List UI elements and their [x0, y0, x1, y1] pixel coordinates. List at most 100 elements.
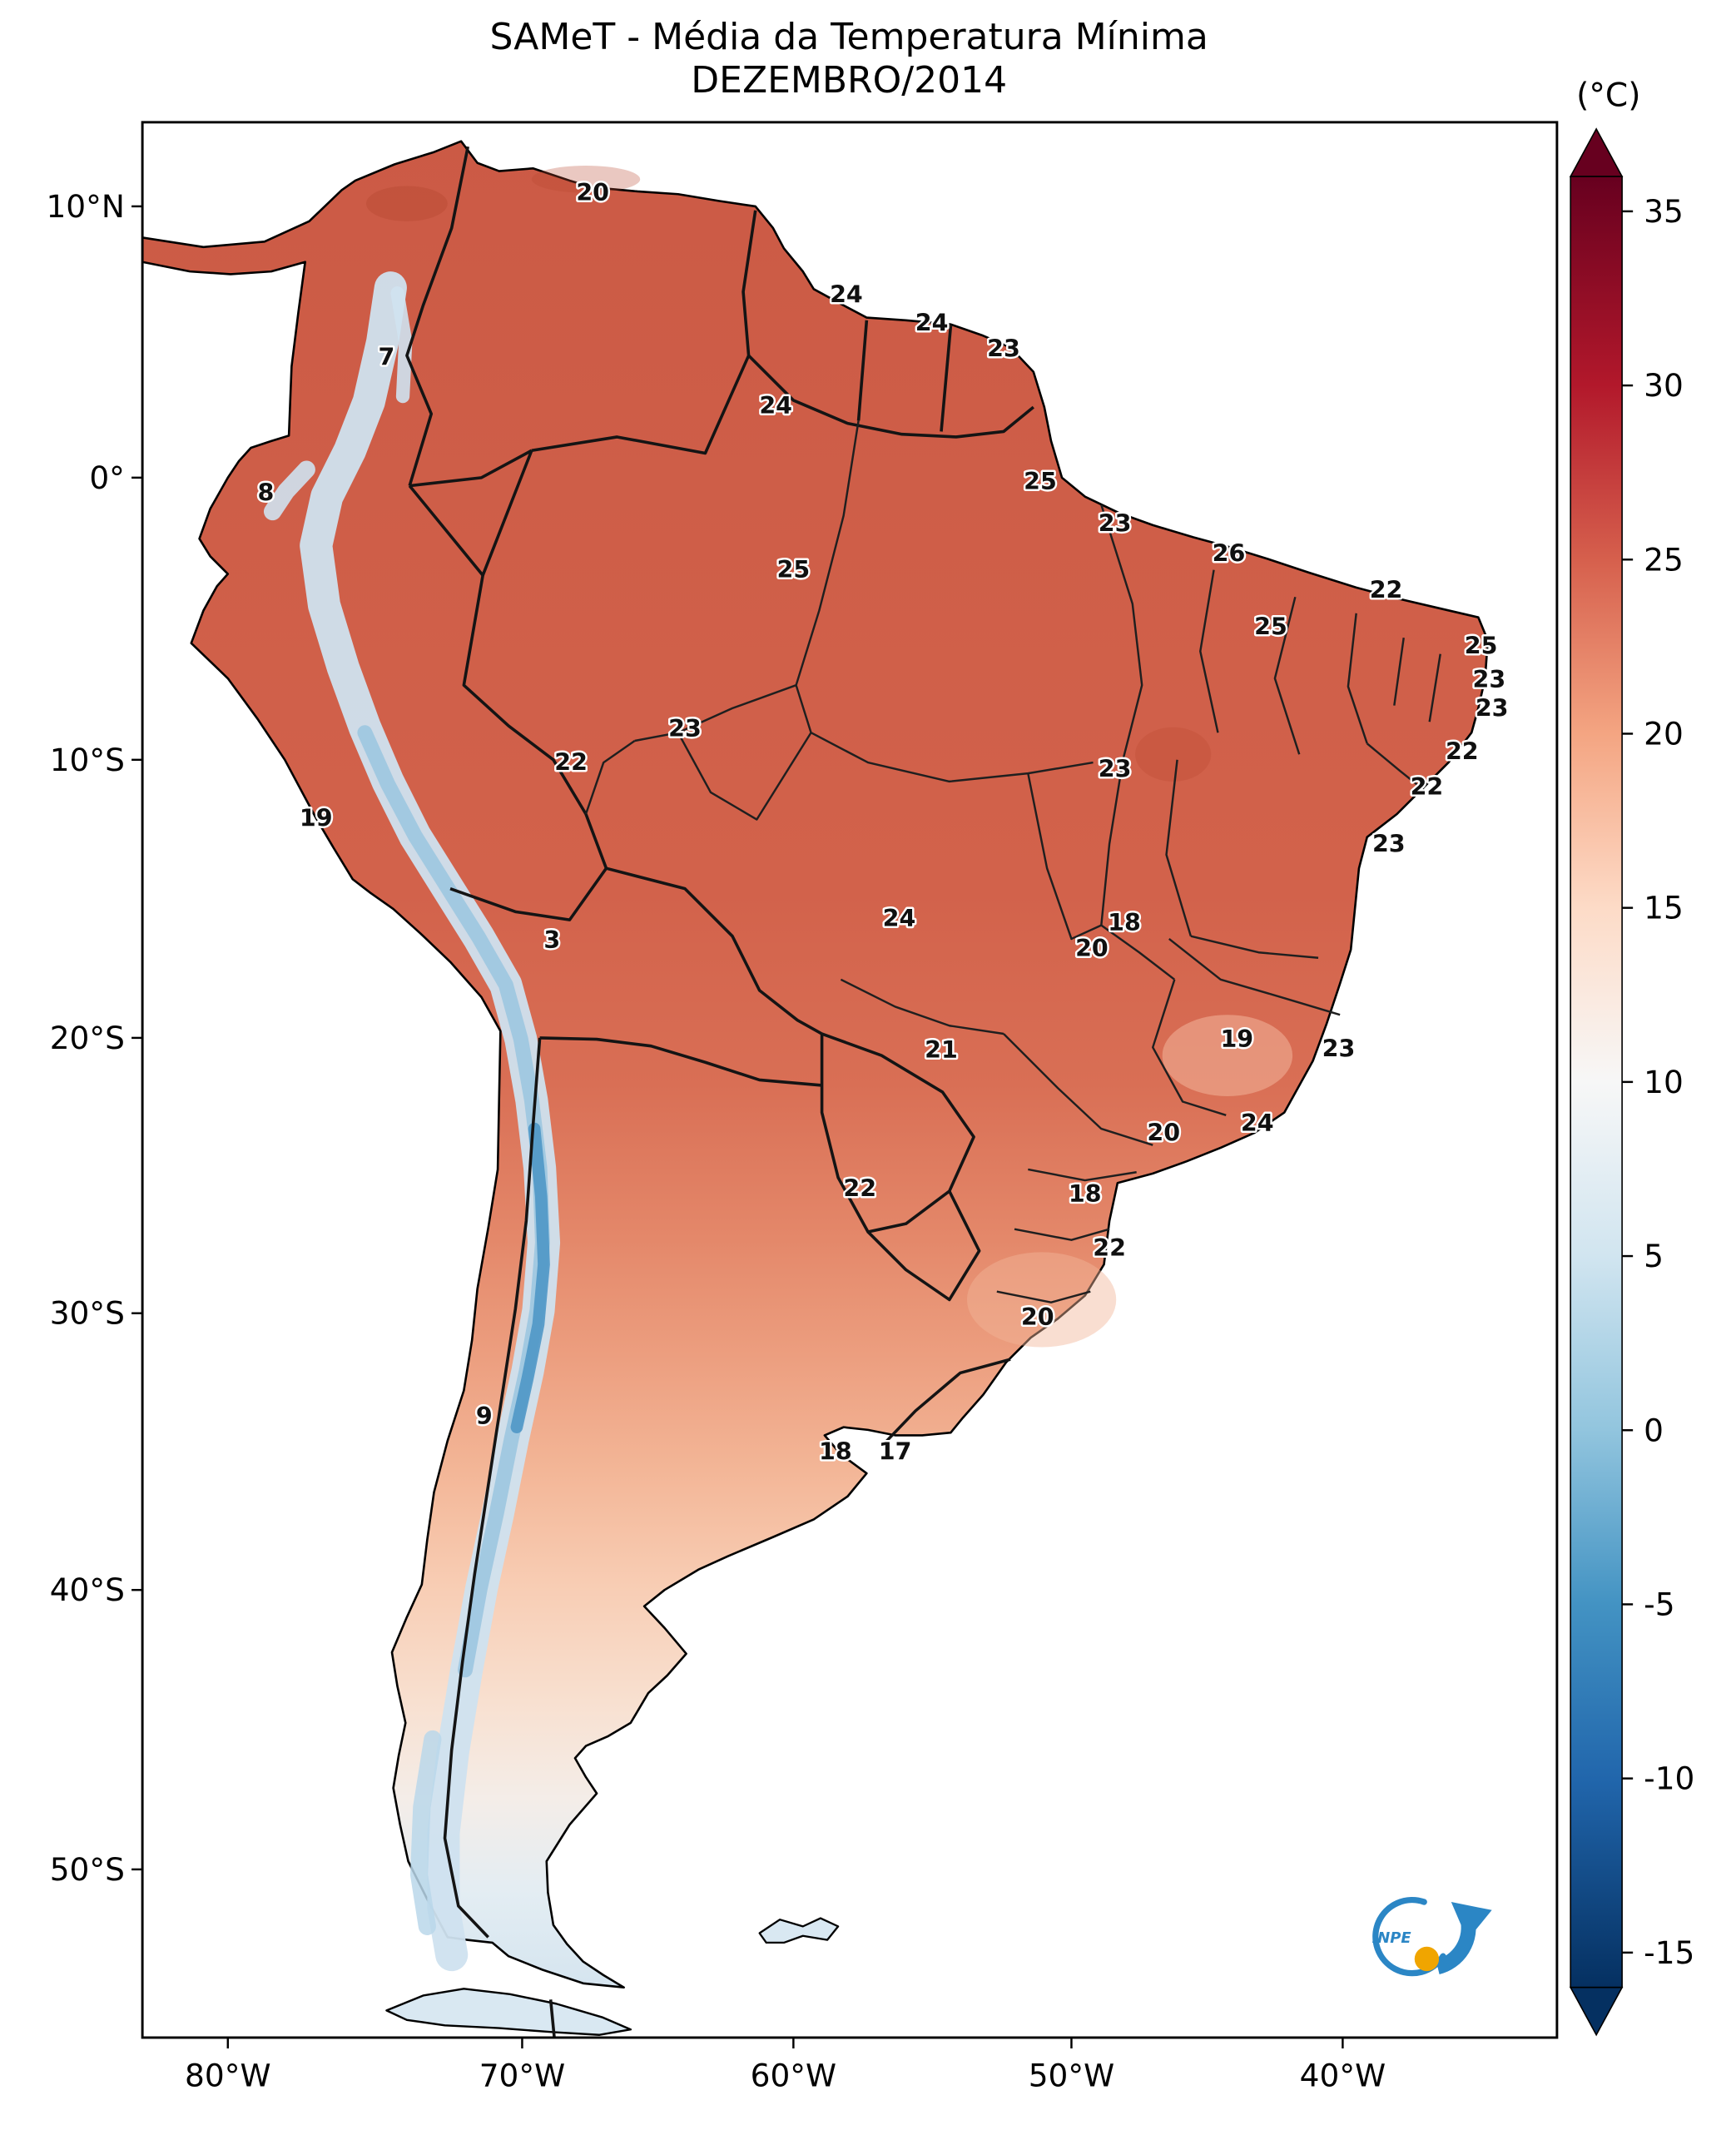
border-line: [449, 867, 608, 921]
y-axis-tick-label: 20°S: [50, 1020, 125, 1056]
temperature-label: 23: [1372, 830, 1406, 857]
border-line: [548, 1999, 556, 2038]
state-border-line: [1028, 1168, 1137, 1182]
temperature-label: 22: [843, 1174, 876, 1202]
border-line: [409, 449, 533, 488]
temperature-label: 24: [1241, 1110, 1274, 1137]
logo-arrowhead: [1451, 1902, 1492, 1940]
colorbar-tick-label: 10: [1644, 1064, 1684, 1100]
colorbar-tick-label: -15: [1644, 1934, 1694, 1971]
border-line: [539, 1036, 822, 1087]
state-border-line: [1165, 759, 1193, 937]
border-line: [462, 574, 608, 869]
andes-colombia-branch: [390, 286, 413, 404]
temperature-label: 21: [925, 1036, 958, 1064]
country-borders: [405, 146, 1034, 2038]
x-axis-tick-label: 60°W: [751, 2058, 836, 2094]
border-line: [883, 1358, 1011, 1445]
colorbar-ticks: 35 30 25 20 15 10 5 0 -5 -10 -15: [1622, 193, 1694, 1971]
logo-text: INPE: [1372, 1929, 1411, 1947]
temperature-label: 23: [1322, 1035, 1356, 1062]
state-border-line: [584, 740, 636, 815]
y-axis: 10°N 0° 10°S 20°S 30°S 40°S 50°S: [46, 188, 143, 1888]
border-line: [747, 354, 1034, 439]
tierra-del-fuego-shape: [385, 1988, 632, 2036]
colorbar-tick-label: 30: [1644, 367, 1684, 404]
border-line: [606, 866, 823, 1035]
border-line: [531, 210, 757, 455]
colorbar-tick-label: 25: [1644, 541, 1684, 578]
state-border-line: [677, 732, 812, 821]
colorbar-bar: [1570, 176, 1623, 1988]
temperature-label: 20: [1075, 935, 1109, 962]
state-border-line: [1152, 979, 1227, 1116]
state-border-line: [1100, 504, 1143, 761]
state-border-line: [795, 420, 860, 733]
temperature-label: 23: [1099, 756, 1132, 783]
colorbar-tick-label: 0: [1644, 1412, 1664, 1448]
border-line: [820, 1032, 975, 1234]
colorbar-tick-label: 15: [1644, 890, 1684, 926]
temperature-label: 23: [1476, 694, 1509, 722]
temperature-label: 22: [1446, 738, 1479, 766]
state-border-line: [1003, 1033, 1153, 1146]
temperature-label: 22: [554, 749, 588, 777]
temperature-label: 23: [987, 335, 1020, 363]
temperature-label: 20: [576, 179, 609, 206]
state-border-line: [1199, 569, 1219, 733]
colorbar-under-arrow: [1569, 1986, 1624, 2037]
temperature-label: 24: [830, 281, 863, 308]
temperature-label: 24: [915, 310, 949, 337]
plot-frame: [141, 121, 1559, 2039]
temperature-label: 19: [1220, 1025, 1253, 1053]
temperature-label: 23: [668, 715, 702, 742]
state-borders: [584, 420, 1441, 1303]
y-axis-tick-label: 10°N: [46, 188, 124, 225]
state-border-line: [1347, 613, 1368, 744]
state-border-line: [1190, 935, 1319, 959]
temperature-label: 3: [543, 926, 560, 954]
x-axis-tick-label: 50°W: [1029, 2058, 1114, 2094]
state-border-line: [840, 978, 1004, 1035]
colorbar-tick-label: 20: [1644, 715, 1684, 752]
temperature-label: 23: [1099, 510, 1132, 538]
border-line: [866, 1190, 981, 1302]
border-line: [940, 325, 953, 432]
temperature-label: 22: [1411, 773, 1444, 801]
temperature-label: 18: [819, 1437, 852, 1465]
temperature-label: 24: [883, 905, 916, 932]
y-axis-tick-label: 0°: [89, 459, 125, 496]
temperature-label: 25: [777, 556, 811, 583]
state-border-line: [1014, 1228, 1110, 1241]
colorbar-tick-label: -5: [1644, 1586, 1674, 1622]
y-axis-tick-label: 10°S: [50, 742, 125, 778]
inpe-logo: INPE: [1372, 1896, 1492, 1977]
state-border-line: [1393, 637, 1405, 706]
border-line: [856, 320, 869, 421]
state-border-line: [1168, 937, 1341, 1016]
temperature-label: 7: [379, 343, 395, 370]
x-axis-tick-label: 70°W: [479, 2058, 565, 2094]
y-axis-tick-label: 40°S: [50, 1571, 125, 1608]
colorbar-tick-label: -10: [1644, 1760, 1694, 1797]
warm-patch: [366, 186, 448, 221]
andes-band-core: [510, 1122, 550, 1433]
state-border-line: [1273, 596, 1301, 755]
state-border-line: [996, 1290, 1091, 1303]
temperature-label: 22: [1370, 577, 1403, 604]
x-axis: 80°W 70°W 60°W 50°W 40°W: [185, 2037, 1386, 2094]
temperature-label: 9: [476, 1403, 493, 1430]
temperature-label: 18: [1069, 1180, 1102, 1208]
patagonia-ice-band: [409, 1730, 442, 1935]
y-axis-tick-label: 30°S: [50, 1295, 125, 1332]
state-border-line: [1100, 759, 1124, 926]
temperature-label: 25: [1254, 613, 1287, 641]
temperature-label: 19: [300, 804, 333, 832]
temperature-label: 24: [759, 392, 792, 420]
logo-swirl: [1372, 1896, 1446, 1977]
colorbar-tick-label: 5: [1644, 1238, 1664, 1274]
temperature-label: 23: [1473, 666, 1506, 693]
x-axis-tick-label: 40°W: [1300, 2058, 1386, 2094]
